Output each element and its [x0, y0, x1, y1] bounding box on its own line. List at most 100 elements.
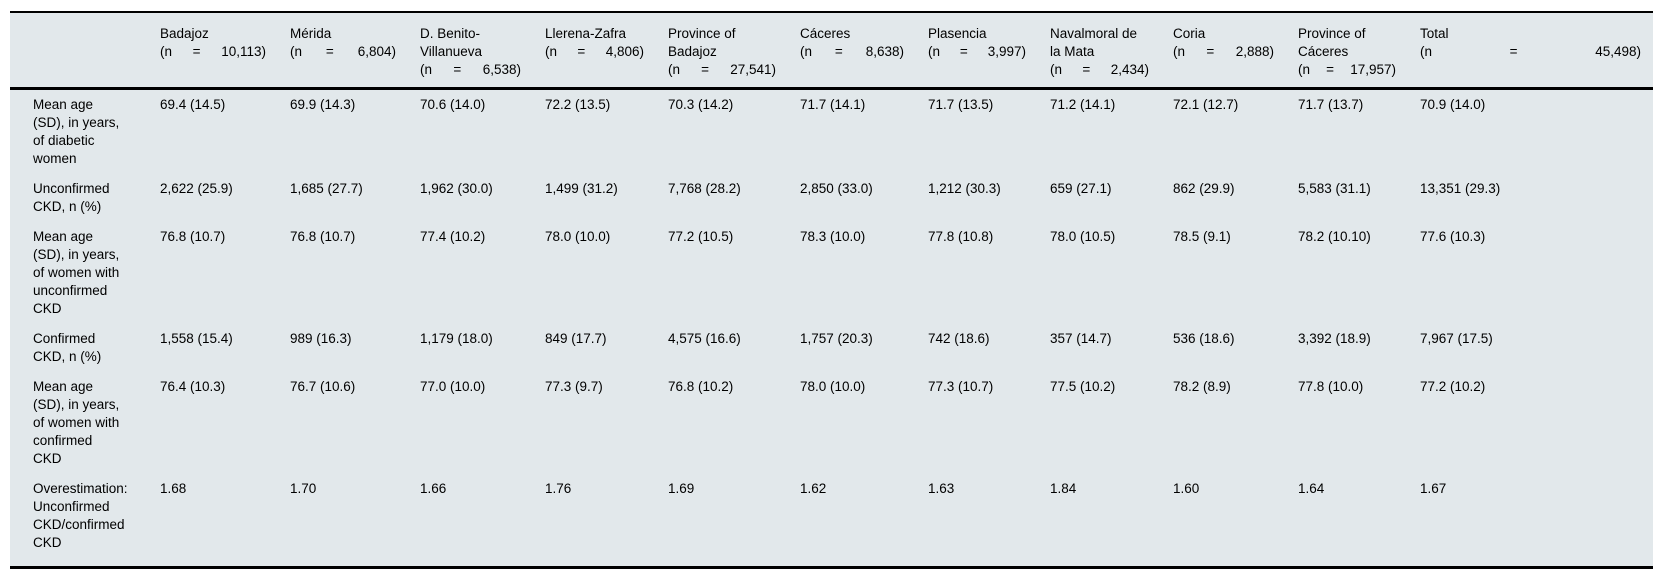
n-open: (n [1298, 62, 1311, 77]
data-cell: 71.2 (14.1) [1050, 97, 1116, 112]
data-cell: 2,850 (33.0) [800, 181, 873, 196]
n-close: ) [771, 62, 776, 77]
data-cell: 1,499 (31.2) [545, 181, 618, 196]
n-equals: = [1082, 62, 1091, 77]
table-header: Badajoz (n = 10,113) Mérida (n = 6,804) D. B… [10, 12, 1653, 90]
data-cell: 1.76 [545, 481, 572, 496]
statistics-table: Badajoz (n = 10,113) Mérida (n = 6,804) D. B… [10, 11, 1653, 569]
n-value: 6,538 [482, 62, 517, 77]
n-open: (n [928, 44, 941, 59]
data-cell: 742 (18.6) [928, 331, 990, 346]
data-cell: 71.7 (13.7) [1298, 97, 1364, 112]
data-cell: 1.66 [420, 481, 447, 496]
data-cell: 77.5 (10.2) [1050, 379, 1116, 394]
data-cell: 78.0 (10.5) [1050, 229, 1116, 244]
column-name: Cáceres [800, 26, 851, 41]
n-open: (n [668, 62, 681, 77]
data-cell: 1,179 (18.0) [420, 331, 493, 346]
n-close: ) [1391, 62, 1396, 77]
n-equals: = [325, 44, 334, 59]
column-n: (n = 2,434) [1050, 61, 1149, 79]
n-value: 45,498 [1595, 44, 1637, 59]
n-value-group: 6,804) [358, 43, 396, 61]
n-open: (n [800, 44, 813, 59]
column-header: Mérida (n = 6,804) [278, 12, 408, 90]
column-n: (n = 6,804) [290, 43, 396, 61]
data-cell: 4,575 (16.6) [668, 331, 741, 346]
data-cell: 862 (29.9) [1173, 181, 1235, 196]
n-open: (n [160, 44, 173, 59]
n-equals: = [453, 62, 462, 77]
data-cell: 1.84 [1050, 481, 1077, 496]
table-row: Unconfirmed CKD, n (%) 2,622 (25.9) 1,68… [10, 174, 1653, 222]
table-row: Mean age (SD), in years, of women with c… [10, 372, 1653, 474]
n-equals: = [1509, 44, 1518, 59]
data-cell: 3,392 (18.9) [1298, 331, 1371, 346]
n-close: ) [899, 44, 904, 59]
n-value-group: 17,957) [1350, 61, 1396, 79]
data-cell: 1,757 (20.3) [800, 331, 873, 346]
column-name: Province of Badajoz [668, 26, 736, 59]
column-n: (n = 27,541) [668, 61, 776, 79]
row-label-cell: Confirmed CKD, n (%) [10, 324, 148, 372]
data-cell: 1.63 [928, 481, 955, 496]
data-cell: 77.2 (10.2) [1420, 379, 1486, 394]
n-open: (n [1050, 62, 1063, 77]
column-header: Coria (n = 2,888) [1161, 12, 1286, 90]
n-value: 2,434 [1110, 62, 1145, 77]
header-row: Badajoz (n = 10,113) Mérida (n = 6,804) D. B… [10, 12, 1653, 90]
n-value-group: 2,434) [1111, 61, 1149, 79]
data-cell: 1.69 [668, 481, 695, 496]
n-equals: = [577, 44, 586, 59]
data-cell: 849 (17.7) [545, 331, 607, 346]
data-cell: 77.3 (10.7) [928, 379, 994, 394]
column-name: Coria [1173, 26, 1206, 41]
column-n: (n = 8,638) [800, 43, 904, 61]
n-value-group: 3,997) [988, 43, 1026, 61]
n-close: ) [639, 44, 644, 59]
n-close: ) [1636, 44, 1641, 59]
data-cell: 1.64 [1298, 481, 1325, 496]
row-label-cell: Mean age (SD), in years, of women with u… [10, 222, 148, 324]
column-header: D. Benito- Villanueva (n = 6,538) [408, 12, 533, 90]
n-open: (n [290, 44, 303, 59]
n-value: 27,541 [730, 62, 772, 77]
n-value: 4,806 [605, 44, 640, 59]
n-equals: = [959, 44, 968, 59]
data-cell: 72.2 (13.5) [545, 97, 611, 112]
n-close: ) [1021, 44, 1026, 59]
data-cell: 70.6 (14.0) [420, 97, 486, 112]
column-header: Cáceres (n = 8,638) [788, 12, 916, 90]
n-equals: = [1326, 62, 1335, 77]
column-n: (n = 4,806) [545, 43, 644, 61]
table-body: Mean age (SD), in years, of diabetic wom… [10, 89, 1653, 568]
data-cell: 69.9 (14.3) [290, 97, 356, 112]
n-close: ) [391, 44, 396, 59]
column-name: D. Benito- Villanueva [420, 26, 483, 59]
column-header: Province of Cáceres (n = 17,957) [1286, 12, 1408, 90]
data-cell: 76.4 (10.3) [160, 379, 226, 394]
table-row: Confirmed CKD, n (%) 1,558 (15.4) 989 (1… [10, 324, 1653, 372]
n-value: 3,997 [987, 44, 1022, 59]
n-value: 8,638 [865, 44, 900, 59]
n-close: ) [1269, 44, 1274, 59]
column-header: Plasencia (n = 3,997) [916, 12, 1038, 90]
data-cell: 2,622 (25.9) [160, 181, 233, 196]
data-cell: 71.7 (14.1) [800, 97, 866, 112]
column-header: Llerena-Zafra (n = 4,806) [533, 12, 656, 90]
data-cell: 7,967 (17.5) [1420, 331, 1493, 346]
data-cell: 13,351 (29.3) [1420, 181, 1501, 196]
data-cell: 1.60 [1173, 481, 1200, 496]
n-close: ) [516, 62, 521, 77]
table-row: Overestimation: Unconfirmed CKD/confirme… [10, 474, 1653, 568]
data-cell: 78.0 (10.0) [800, 379, 866, 394]
row-label: Mean age (SD), in years, of women with u… [33, 229, 120, 316]
n-value: 2,888 [1235, 44, 1270, 59]
row-label-cell: Overestimation: Unconfirmed CKD/confirme… [10, 474, 148, 568]
row-label: Unconfirmed CKD, n (%) [33, 181, 110, 214]
column-n: (n = 3,997) [928, 43, 1026, 61]
column-header: Badajoz (n = 10,113) [148, 12, 278, 90]
data-cell: 77.0 (10.0) [420, 379, 486, 394]
data-cell: 72.1 (12.7) [1173, 97, 1239, 112]
data-cell: 69.4 (14.5) [160, 97, 226, 112]
